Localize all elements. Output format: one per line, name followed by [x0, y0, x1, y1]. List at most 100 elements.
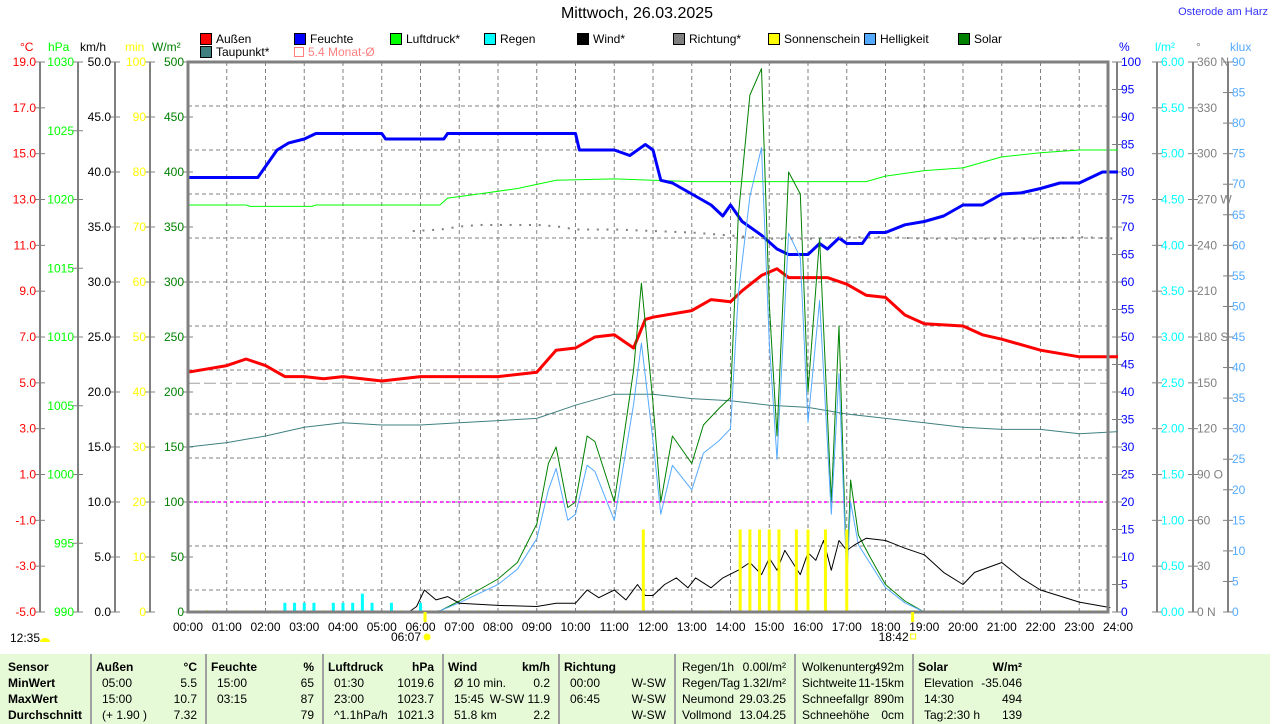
sun-icon — [423, 633, 431, 641]
stat-cell: Tag:2:30 h — [924, 708, 981, 722]
axis-tick-label: 90 — [1232, 55, 1246, 69]
stat-cell: Feuchte — [211, 660, 258, 674]
axis-tick-label: 1010 — [47, 330, 74, 344]
x-tick-label: 23:00 — [1064, 620, 1094, 634]
axis-tick-label: 40 — [133, 385, 147, 399]
axis-tick-label: 3.00 — [1161, 330, 1185, 344]
axis-tick-label: 990 — [54, 605, 74, 619]
x-tick-label: 15:00 — [754, 620, 784, 634]
x-tick-label: 06:00 — [405, 620, 435, 634]
axis-tick-label: 10 — [1232, 544, 1246, 558]
stat-group: Außen °C 05:00 5.5 15:00 10.7 (+ 1.90 ) 7.32 — [90, 654, 207, 724]
axis-tick-label: 30 — [1197, 559, 1211, 573]
stat-cell: km/h — [521, 660, 550, 674]
x-tick-label: 08:00 — [483, 620, 513, 634]
stat-cell: Vollmond — [682, 708, 732, 722]
stat-cell: 14:30 — [924, 692, 955, 706]
stat-cell: 15:00 — [217, 676, 248, 690]
bar-sonnenschein — [758, 529, 762, 612]
point-richtung — [596, 228, 599, 231]
axis-tick-label: 4.50 — [1161, 193, 1185, 207]
axis-tick-label: 55 — [1121, 303, 1135, 317]
point-richtung — [1110, 237, 1113, 240]
stat-cell: 492m — [873, 660, 904, 674]
point-richtung — [480, 223, 483, 226]
legend-item: Wind* — [577, 32, 625, 46]
stat-cell: W/m² — [992, 660, 1022, 674]
bar-sonnenschein — [738, 529, 742, 612]
axis-tick-label: 5.50 — [1161, 101, 1185, 115]
point-richtung — [771, 237, 774, 240]
x-tick-label: 04:00 — [328, 620, 358, 634]
station-link[interactable]: Osterode am Harz — [1178, 6, 1268, 18]
axis-tick-label: 35 — [1121, 413, 1135, 427]
stat-cell: Solar — [918, 660, 949, 674]
stat-cell: 139 — [1001, 708, 1022, 722]
legend-swatch-icon — [484, 33, 496, 45]
stat-cell: 06:45 — [570, 692, 601, 706]
x-tick-label: 17:00 — [832, 620, 862, 634]
x-tick-label: 07:00 — [444, 620, 474, 634]
point-richtung — [916, 237, 919, 240]
stat-cell: Schneefallgr — [802, 692, 869, 706]
stat-cell: 79 — [300, 708, 314, 722]
axis-unit-pct: % — [1119, 40, 1130, 54]
axis-tick-label: 270 W — [1197, 193, 1232, 207]
point-richtung — [1042, 237, 1045, 240]
point-richtung — [674, 230, 677, 233]
axis-tick-label: 35.0 — [88, 220, 112, 234]
sun-half-icon — [40, 638, 50, 642]
axis-tick-label: 25 — [1232, 452, 1246, 466]
point-richtung — [635, 229, 638, 232]
axis-tick-label: 3.50 — [1161, 284, 1185, 298]
axis-tick-label: 0.0 — [94, 605, 111, 619]
stat-cell: Ø 10 min. — [454, 676, 507, 690]
axis-tick-label: 70 — [133, 220, 147, 234]
x-tick-label: 19:00 — [909, 620, 939, 634]
axis-tick-label: 0 — [139, 605, 146, 619]
bar-regen — [370, 602, 374, 612]
legend-item: 5.4 Monat-Ø — [294, 45, 375, 59]
legend-item: Feuchte — [294, 32, 353, 46]
x-tick-label: 11:00 — [600, 620, 629, 634]
bar-regen — [331, 602, 335, 612]
point-richtung — [848, 236, 851, 239]
axis-tick-label: 250 — [164, 330, 184, 344]
x-tick-label: 05:00 — [367, 620, 397, 634]
axis-tick-label: 25.0 — [88, 330, 112, 344]
axis-tick-label: 20 — [1121, 495, 1135, 509]
axis-tick-label: -5.0 — [15, 605, 36, 619]
bar-sonnenschein — [823, 529, 827, 612]
axis-tick-label: 45.0 — [88, 110, 112, 124]
point-richtung — [432, 228, 435, 231]
axis-tick-label: 300 — [164, 275, 184, 289]
legend-item: Helligkeit — [864, 32, 929, 46]
legend-label: 5.4 Monat-Ø — [308, 45, 375, 59]
axis-tick-label: 360 N — [1197, 55, 1229, 69]
axis-tick-label: 11.0 — [14, 238, 37, 252]
axis-tick-label: 15 — [1121, 523, 1135, 537]
stat-group: Regen/1h 0.00l/m² Regen/Tag 1.32l/m² Neumond… — [674, 654, 796, 724]
stat-cell: 15:00 — [102, 692, 133, 706]
legend-swatch-icon — [390, 33, 402, 45]
point-richtung — [422, 229, 425, 232]
axis-tick-label: 0.50 — [1161, 559, 1185, 573]
axis-tick-label: 15 — [1232, 513, 1246, 527]
point-richtung — [809, 237, 812, 240]
stat-cell: 1021.3 — [397, 708, 434, 722]
stat-cell: Regen/Tag — [682, 676, 741, 690]
bar-regen — [389, 602, 393, 612]
x-tick-label: 24:00 — [1103, 620, 1133, 634]
axis-tick-label: 180 S — [1197, 330, 1228, 344]
axis-tick-label: 1000 — [47, 468, 74, 482]
x-tick-label: 13:00 — [677, 620, 707, 634]
axis-tick-label: 60 — [133, 275, 147, 289]
axis-tick-label: 2.50 — [1161, 376, 1185, 390]
stat-cell: Regen/1h — [682, 660, 735, 674]
bar-regen — [419, 602, 422, 612]
stat-cell: 29.03.25 — [739, 692, 786, 706]
point-richtung — [829, 236, 832, 239]
stat-cell: 00:00 — [570, 676, 601, 690]
bar-sonnenschein — [767, 529, 771, 612]
point-richtung — [538, 224, 541, 227]
